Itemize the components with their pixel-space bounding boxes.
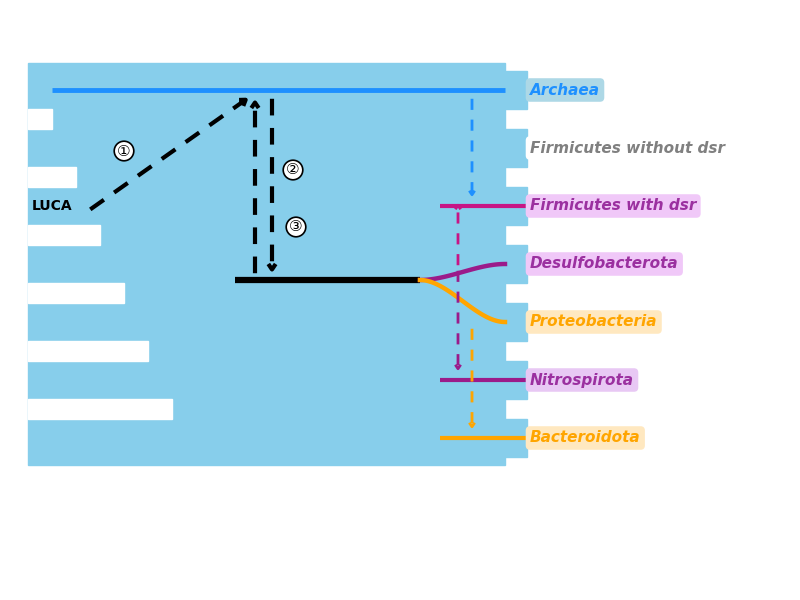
Text: Firmicutes without dsr: Firmicutes without dsr bbox=[530, 140, 725, 155]
FancyArrowPatch shape bbox=[90, 100, 246, 209]
FancyArrowPatch shape bbox=[470, 99, 474, 195]
Bar bbox=[28, 167, 76, 187]
Text: ②: ② bbox=[286, 163, 300, 178]
Bar bbox=[505, 187, 527, 225]
Text: Bacteroidota: Bacteroidota bbox=[530, 431, 641, 445]
Bar bbox=[28, 109, 52, 129]
Bar bbox=[505, 419, 527, 457]
Bar bbox=[505, 71, 527, 109]
Text: ③: ③ bbox=[289, 220, 303, 235]
Bar bbox=[505, 361, 527, 399]
Bar bbox=[28, 283, 124, 303]
Bar bbox=[505, 303, 527, 341]
Text: Desulfobacterota: Desulfobacterota bbox=[530, 257, 678, 271]
FancyArrowPatch shape bbox=[455, 205, 461, 265]
Bar bbox=[28, 399, 172, 419]
Bar bbox=[505, 245, 527, 283]
FancyArrowPatch shape bbox=[455, 271, 461, 369]
Bar bbox=[28, 63, 505, 465]
Text: Firmicutes with dsr: Firmicutes with dsr bbox=[530, 199, 696, 214]
Text: Archaea: Archaea bbox=[530, 82, 600, 98]
Bar bbox=[28, 341, 148, 361]
Text: LUCA: LUCA bbox=[31, 199, 72, 213]
Bar bbox=[505, 129, 527, 167]
FancyArrowPatch shape bbox=[470, 329, 474, 427]
Bar bbox=[28, 225, 100, 245]
Text: Proteobacteria: Proteobacteria bbox=[530, 314, 658, 329]
FancyArrowPatch shape bbox=[268, 99, 276, 269]
FancyArrowPatch shape bbox=[251, 103, 258, 273]
Text: ①: ① bbox=[117, 143, 131, 158]
Text: Nitrospirota: Nitrospirota bbox=[530, 373, 634, 388]
